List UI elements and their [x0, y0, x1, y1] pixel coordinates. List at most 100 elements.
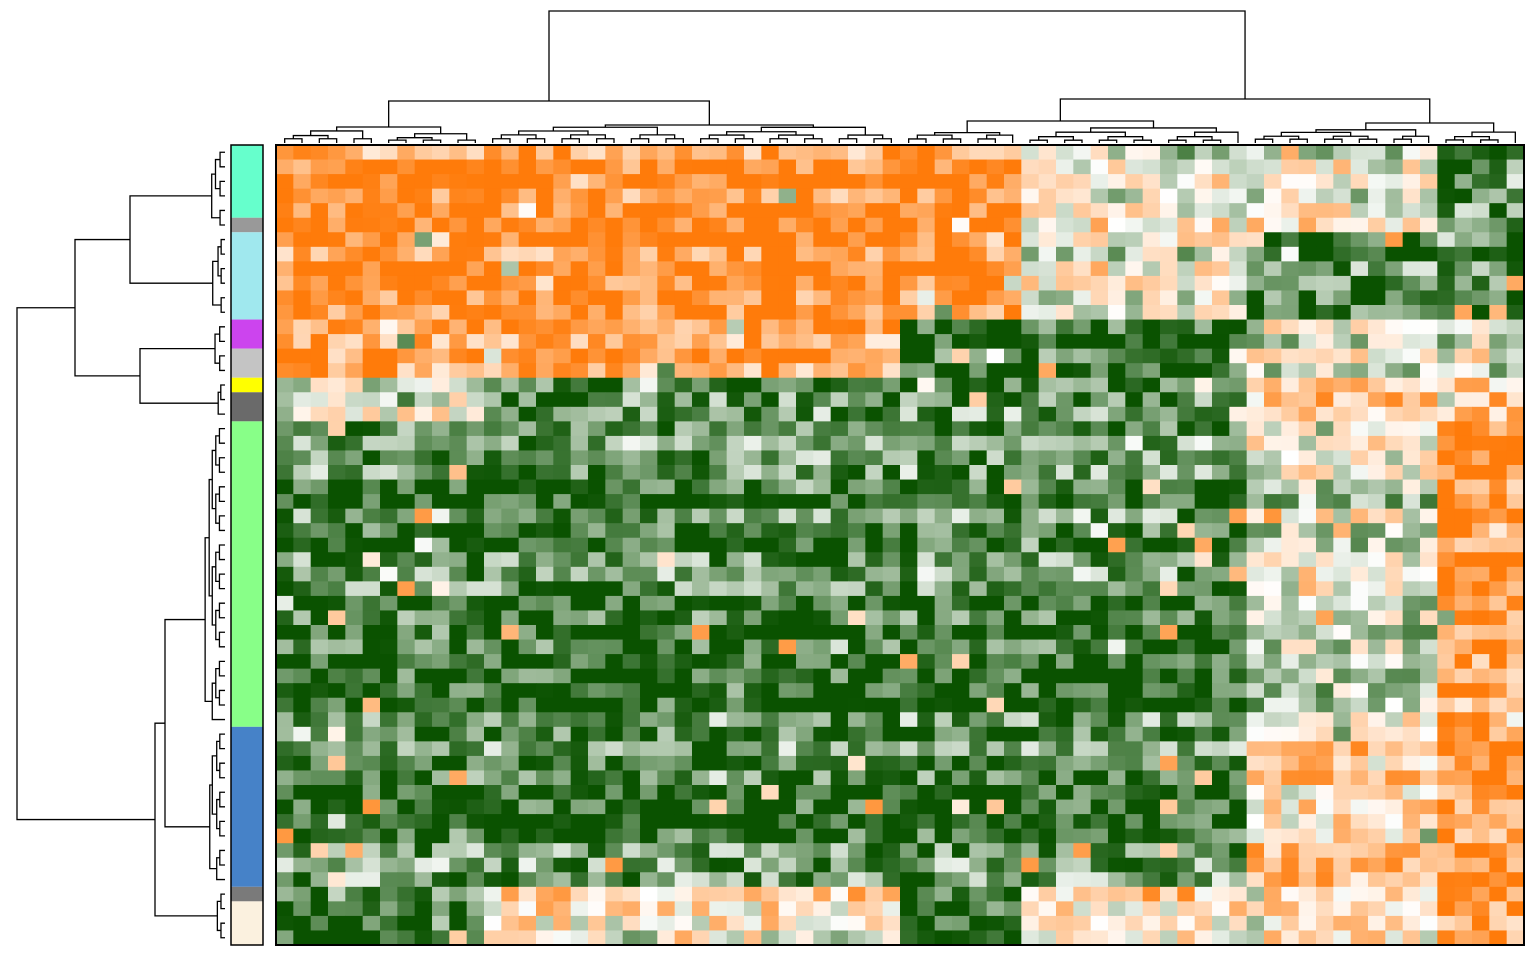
heatmap-cell [1454, 581, 1473, 597]
heatmap-cell [848, 290, 866, 306]
row-dendrogram-branch [215, 609, 220, 641]
heatmap-cell [536, 785, 554, 800]
heatmap-cell [380, 450, 398, 466]
heatmap-cell [1194, 552, 1213, 568]
heatmap-cell [1090, 537, 1109, 553]
heatmap-cell [744, 275, 762, 291]
heatmap-cell [1316, 552, 1334, 568]
heatmap-cell [1125, 726, 1144, 742]
heatmap-cell [1437, 203, 1456, 219]
heatmap-cell [1454, 668, 1473, 684]
heatmap-cell [1368, 552, 1386, 568]
heatmap-cell [414, 581, 433, 597]
heatmap-cell [934, 537, 953, 553]
heatmap-cell [1264, 886, 1282, 902]
heatmap-cell [1316, 465, 1334, 480]
heatmap-cell [1472, 217, 1490, 233]
heatmap-cell [380, 785, 398, 800]
heatmap-cell [1298, 203, 1317, 219]
heatmap-cell [1454, 537, 1473, 553]
heatmap-cell [1281, 203, 1300, 219]
heatmap-cell [518, 901, 537, 917]
heatmap-cell [1281, 712, 1300, 728]
heatmap-cell [536, 377, 554, 393]
heatmap-cell [1333, 930, 1352, 946]
heatmap-cell [744, 625, 762, 640]
heatmap-cell [1125, 625, 1144, 640]
heatmap-cell [293, 741, 312, 757]
heatmap-cell [969, 392, 988, 408]
heatmap-cell [865, 217, 884, 233]
row-dendrogram-branch [217, 391, 225, 415]
heatmap-cell [657, 406, 676, 422]
heatmap-cell [1489, 494, 1508, 510]
heatmap-cell [1246, 741, 1265, 757]
heatmap-cell [328, 421, 346, 437]
heatmap-cell [1246, 610, 1265, 626]
heatmap-cell [1298, 610, 1317, 626]
heatmap-cell [813, 174, 832, 190]
column-dendrogram-branch [1168, 139, 1187, 143]
heatmap-cell [1125, 668, 1144, 684]
heatmap-cell [761, 145, 780, 160]
row-dendrogram-branch [215, 493, 220, 524]
heatmap-cell [1298, 755, 1317, 771]
heatmap-cell [536, 319, 554, 335]
heatmap-cell [969, 712, 988, 728]
heatmap-cell [553, 785, 572, 800]
heatmap-cell [1160, 494, 1178, 510]
heatmap-cell [536, 726, 554, 742]
heatmap-cell [952, 261, 970, 277]
heatmap-cell [1142, 566, 1161, 582]
heatmap-cell [744, 872, 762, 888]
heatmap-cell [813, 755, 832, 771]
heatmap-cell [813, 261, 832, 277]
heatmap-cell [1229, 174, 1248, 190]
heatmap-cell [1004, 377, 1022, 393]
heatmap-cell [657, 770, 676, 786]
heatmap-cell [900, 814, 918, 830]
heatmap-cell [1056, 872, 1074, 888]
heatmap-cell [692, 755, 710, 771]
heatmap-cell [345, 930, 364, 946]
heatmap-cell [1368, 843, 1386, 859]
heatmap-cell [986, 392, 1005, 408]
heatmap-cell [657, 203, 676, 219]
heatmap-cell [1420, 901, 1438, 917]
heatmap-cell [362, 741, 381, 757]
heatmap-cell [674, 508, 693, 524]
heatmap-cell [848, 479, 866, 495]
heatmap-cell [293, 697, 312, 713]
heatmap-cell [1038, 305, 1057, 320]
heatmap-cell [1316, 668, 1334, 684]
heatmap-cell [536, 843, 554, 859]
heatmap-cell [640, 261, 658, 277]
heatmap-cell [518, 741, 537, 757]
heatmap-cell [345, 435, 364, 451]
row-annotation-segment [231, 377, 263, 393]
heatmap-cell [1229, 319, 1248, 335]
heatmap-cell [848, 886, 866, 902]
heatmap-cell [1125, 770, 1144, 786]
heatmap-cell [1489, 595, 1508, 611]
heatmap-cell [657, 625, 676, 640]
heatmap-cell [1420, 334, 1438, 350]
heatmap-cell [1298, 348, 1317, 364]
heatmap-cell [1160, 465, 1178, 480]
heatmap-cell [362, 755, 381, 771]
heatmap-cell [1229, 450, 1248, 466]
heatmap-cell [414, 857, 433, 873]
heatmap-cell [744, 392, 762, 408]
heatmap-cell [674, 552, 693, 568]
heatmap-cell [1038, 290, 1057, 306]
heatmap-cell [466, 392, 485, 408]
heatmap-cell [1350, 261, 1369, 277]
heatmap-cell [952, 348, 970, 364]
heatmap-cell [1316, 581, 1334, 597]
heatmap-cell [536, 203, 554, 219]
heatmap-cell [726, 465, 745, 480]
heatmap-cell [657, 886, 676, 902]
heatmap-cell [466, 566, 485, 582]
heatmap-cell [1454, 915, 1473, 931]
heatmap-cell [293, 668, 312, 684]
